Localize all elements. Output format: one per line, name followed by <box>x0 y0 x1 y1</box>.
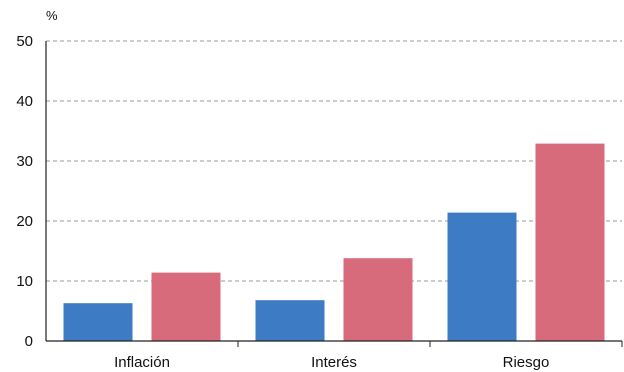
y-tick-label: 10 <box>16 273 33 290</box>
bar-series1-0 <box>63 303 133 341</box>
y-tick-label: 30 <box>16 153 33 170</box>
bar-series2-2 <box>535 143 605 341</box>
y-axis-unit-label: % <box>46 8 58 23</box>
y-tick-label: 0 <box>25 333 33 350</box>
x-category-label: Inflación <box>114 354 170 371</box>
bar-series1-2 <box>447 212 517 341</box>
bar-series1-1 <box>255 300 325 341</box>
bar-series2-0 <box>151 272 221 341</box>
bars <box>63 143 605 341</box>
axes <box>45 41 623 347</box>
y-tick-label: 20 <box>16 213 33 230</box>
grid-lines <box>46 40 622 282</box>
x-category-label: Interés <box>311 354 357 371</box>
y-tick-label: 50 <box>16 33 33 50</box>
x-category-label: Riesgo <box>503 354 550 371</box>
tick-labels: 0 10 20 30 40 50 Inflación Interés Riesgo <box>16 33 549 371</box>
bar-series2-1 <box>343 258 413 341</box>
y-tick-label: 40 <box>16 93 33 110</box>
